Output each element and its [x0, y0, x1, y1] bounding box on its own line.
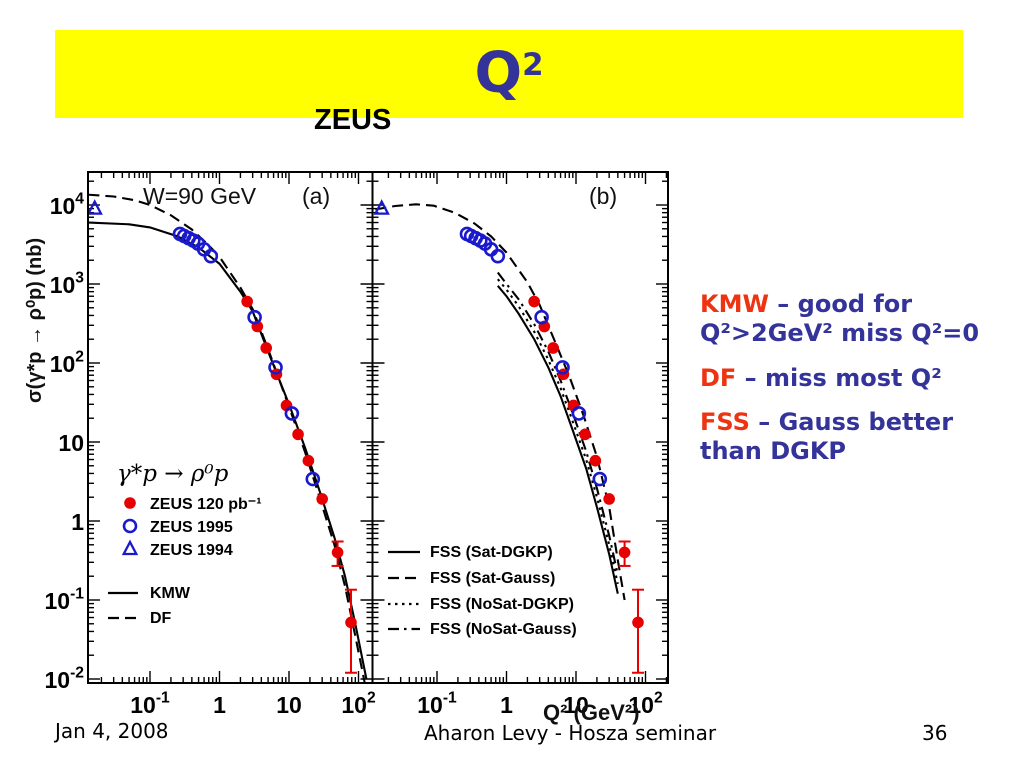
data-point: [203, 248, 219, 264]
y-tick-label: 103: [50, 270, 85, 298]
panel-b-label: (b): [589, 183, 618, 209]
footer-author: Aharon Levy - Hosza seminar: [424, 721, 717, 745]
y-tick-label: 10-1: [45, 586, 85, 614]
data-point: [618, 546, 631, 559]
y-tick-label: 10-2: [45, 665, 85, 693]
plot-title: ZEUS: [314, 104, 392, 136]
energy-annotation: W=90 GeV: [143, 183, 257, 209]
x-tick-label: 1: [213, 692, 226, 718]
series-zeus-1994: [89, 199, 103, 215]
data-point: [592, 471, 608, 487]
curve-fss-sat-dgkp: [496, 285, 619, 594]
data-point: [284, 406, 300, 421]
curve-fss-nosat-gauss: [496, 271, 619, 575]
data-point: [345, 616, 357, 629]
data-point: [603, 493, 615, 505]
data-point: [241, 295, 253, 308]
y-tick-label: 102: [50, 349, 85, 377]
x-tick-label: 10-1: [417, 690, 457, 718]
curves-panel-b: [375, 203, 626, 601]
note-fss-text: – Gauss better than DGKP: [700, 407, 954, 466]
process-label: γ*p → ρ⁰p: [117, 461, 229, 487]
series-zeus-1995: [172, 226, 321, 487]
series-zeus-120-pb: [241, 295, 358, 674]
data-point: [305, 471, 321, 487]
data-point: [547, 342, 560, 354]
legend-entry-zeus-1994: ZEUS 1994: [150, 542, 233, 559]
note-df: DF – miss most Q²: [700, 364, 1014, 393]
footer-page-number: 36: [922, 721, 948, 745]
note-df-text: – miss most Q²: [736, 363, 942, 392]
legend-panel-b: FSS (Sat-DGKP) FSS (Sat-Gauss) FSS (NoSat-…: [388, 544, 577, 638]
data-point: [260, 342, 273, 354]
series-zeus-120-pb: [528, 295, 645, 674]
data-point: [302, 454, 315, 467]
legend-entry-kmw: KMW: [150, 585, 191, 602]
slide-title: Q2: [474, 46, 543, 102]
data-point: [89, 199, 103, 215]
note-df-term: DF: [700, 363, 737, 392]
curve-fss-nosat-dgkp: [496, 278, 619, 585]
x-axis-label: Q² (GeV²): [543, 700, 640, 725]
x-tick-label: 1: [500, 692, 513, 718]
slide-title-exponent: 2: [522, 47, 544, 84]
note-fss: FSS – Gauss better than DGKP: [700, 408, 1014, 467]
model-notes: KMW – good for Q²>2GeV² miss Q²=0 DF – m…: [700, 290, 1014, 481]
data-point: [490, 248, 506, 264]
data-point: [124, 497, 136, 509]
series-zeus-1994: [373, 199, 390, 215]
footer-date: Jan 4, 2008: [55, 719, 169, 743]
legend-entry-df: DF: [150, 610, 172, 627]
curve-kmw: [89, 221, 368, 680]
legend-entry-zeus-1995: ZEUS 1995: [150, 519, 233, 536]
data-point: [122, 518, 138, 534]
x-tick-label: 10: [563, 692, 589, 718]
plot-frame: [87, 171, 669, 684]
note-fss-term: FSS: [700, 407, 750, 436]
legend-entry-fss-nosat-gauss: FSS (NoSat-Gauss): [430, 621, 577, 638]
panel-a-label: (a): [302, 183, 331, 209]
x-tick-label: 10: [276, 692, 302, 718]
y-axis-label: σ(γ*p → ρ⁰p) (nb): [24, 237, 46, 403]
legend-entry-fss-sat-gauss: FSS (Sat-Gauss): [430, 570, 555, 587]
y-tick-label: 1: [71, 509, 84, 535]
series-zeus-1995: [459, 226, 608, 487]
y-tick-label: 10: [58, 430, 84, 456]
y-tick-label: 104: [50, 191, 85, 219]
data-point: [579, 428, 591, 441]
data-point: [247, 309, 262, 325]
data-point: [268, 360, 283, 375]
slide-title-base: Q: [474, 41, 523, 106]
legend-entry-fss-sat-dgkp: FSS (Sat-DGKP): [430, 544, 553, 561]
legend-entry-fss-nosat-dgkp: FSS (NoSat-DGKP): [430, 596, 574, 613]
data-point: [534, 309, 549, 325]
curves-panel-a: [89, 193, 368, 682]
curve-df: [89, 193, 366, 682]
title-banner: Q2: [55, 30, 963, 118]
data-point: [331, 546, 344, 559]
data-point: [571, 406, 587, 421]
legend-entry-zeus-120-pb: ZEUS 120 pb⁻¹: [150, 496, 262, 513]
data-point: [632, 616, 644, 629]
data-point: [121, 539, 139, 556]
x-tick-label: 10-1: [130, 690, 170, 718]
note-kmw: KMW – good for Q²>2GeV² miss Q²=0: [700, 290, 1014, 349]
data-point: [373, 199, 390, 215]
axis-ticks: [88, 172, 668, 683]
x-tick-label: 102: [341, 690, 376, 718]
note-kmw-term: KMW: [700, 290, 769, 318]
curve-fss-sat-gauss: [375, 203, 626, 601]
note-kmw-text: – good for Q²>2GeV² miss Q²=0: [700, 290, 980, 348]
data-point: [589, 454, 602, 467]
data-point: [528, 295, 540, 308]
x-tick-label: 102: [628, 690, 663, 718]
data-point: [555, 360, 570, 375]
data-point: [316, 493, 328, 505]
data-point: [292, 428, 304, 441]
legend-panel-a: γ*p → ρ⁰p ZEUS 120 pb⁻¹ ZEUS 1995 ZEUS 1994…: [108, 461, 262, 627]
